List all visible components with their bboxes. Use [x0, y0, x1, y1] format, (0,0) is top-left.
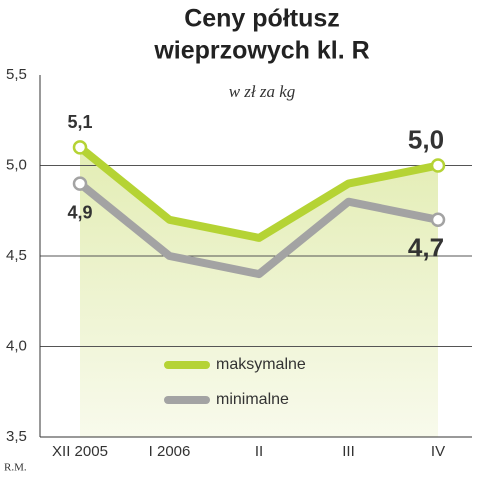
end-point	[72, 176, 88, 191]
value-label: 4,9	[67, 202, 92, 222]
line	[77, 144, 439, 242]
x-tick-label: III	[342, 443, 355, 460]
value-label: 5,0	[408, 124, 444, 154]
chart-title: wieprzowych kl. R	[153, 37, 369, 65]
legend-label: maksymalne	[216, 356, 306, 373]
value-label: 4,7	[408, 233, 444, 263]
x-tick-label: XII 2005	[52, 443, 108, 460]
x-tick-label: II	[255, 443, 263, 460]
y-tick-label: 4,5	[6, 247, 27, 264]
y-tick-label: 4,0	[6, 337, 27, 354]
end-point	[72, 140, 88, 155]
y-tick-label: 3,5	[6, 428, 27, 445]
line	[77, 180, 439, 279]
end-point	[430, 212, 446, 228]
value-label: 5,1	[67, 112, 92, 132]
subtitle: w zł za kg	[229, 82, 296, 101]
end-point	[430, 158, 446, 173]
y-tick-label: 5,5	[6, 66, 27, 83]
chart-title: Ceny półtusz	[184, 5, 340, 33]
x-tick-label: IV	[431, 443, 445, 460]
y-tick-label: 5,0	[6, 156, 27, 173]
x-tick-label: I 2006	[149, 443, 191, 460]
legend-label: minimalne	[216, 391, 289, 408]
credit: R.M.	[4, 462, 27, 474]
